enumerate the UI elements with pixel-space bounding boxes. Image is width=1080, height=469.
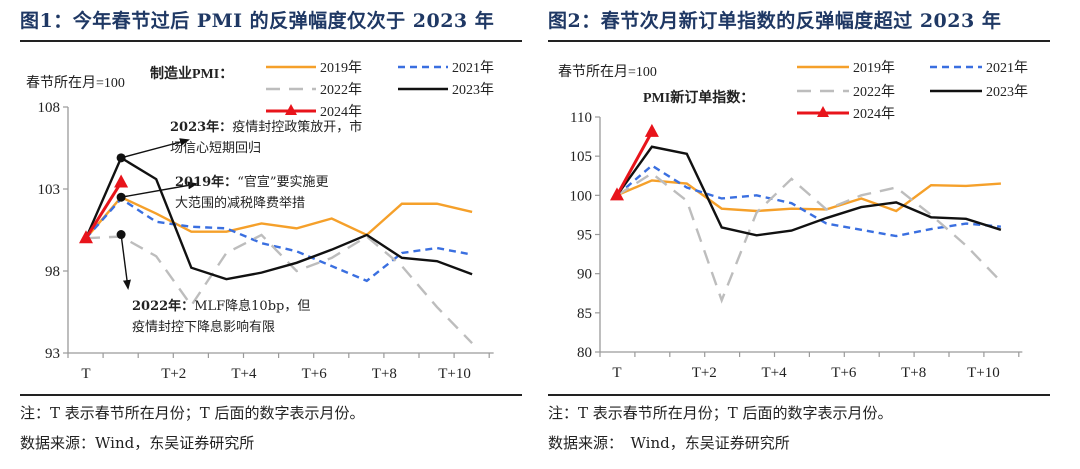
chart-note: 注：T 表示春节所在月份；T 后面的数字表示月份。 — [20, 404, 365, 422]
y-tick-label: 105 — [570, 149, 593, 165]
series-marker-triangle — [114, 174, 129, 188]
series-label: PMI新订单指数： — [643, 89, 754, 106]
x-tick-label: T — [81, 366, 90, 382]
annotation-line1: “官宣”要实施更 — [237, 174, 328, 190]
footer-divider — [548, 394, 1050, 396]
x-tick-label: T+2 — [161, 366, 186, 382]
footer-divider — [20, 394, 522, 396]
y-tick-label: 110 — [570, 110, 592, 126]
series-line-2023 — [84, 156, 473, 281]
y-tick-label: 100 — [570, 188, 593, 204]
x-tick-label: T+8 — [901, 365, 926, 381]
series-marker-triangle — [644, 123, 659, 137]
legend-marker-triangle — [285, 104, 297, 115]
y-tick-label: 98 — [45, 264, 60, 280]
title-divider — [548, 40, 1050, 42]
annotation-text-line2: 场信心短期回归 — [170, 141, 261, 156]
x-tick-label: T+6 — [831, 365, 857, 381]
x-tick-label: T+10 — [967, 365, 1000, 381]
data-source: 数据来源：Wind，东吴证券研究所 — [20, 434, 255, 452]
annotation-text: 2022年：MLF降息10bp，但 — [132, 298, 310, 314]
x-tick-label: T+8 — [372, 366, 397, 382]
title-divider — [20, 40, 522, 42]
legend-label: 2019年 — [320, 60, 362, 76]
series-line-2022 — [85, 233, 473, 344]
pmi-chart: 春节所在月=100 制造业PMI： 93 98 103 108 T T+2 T+4 T+6 T+8 T… — [26, 60, 494, 382]
y-tick-label: 93 — [45, 346, 60, 362]
annotation-arrow — [120, 138, 190, 159]
y-tick-label: 90 — [577, 267, 592, 283]
legend-label: 2021年 — [452, 60, 494, 76]
annotation-text-line2: 疫情封控下降息影响有限 — [132, 319, 275, 335]
series-line-2022 — [616, 171, 1002, 304]
annotation-text-line2: 大范围的减税降费举措 — [175, 195, 305, 211]
x-tick-label: T+10 — [438, 366, 471, 382]
series-line-2019 — [85, 195, 473, 239]
series-label: 制造业PMI： — [150, 65, 233, 82]
x-tick-label: T — [612, 365, 621, 381]
base-note: 春节所在月=100 — [558, 64, 657, 80]
series-line-2023 — [616, 145, 1002, 237]
legend-marker-triangle — [817, 106, 829, 117]
new-orders-chart: 春节所在月=100 PMI新订单指数： 80 85 90 95 100 105 110 T T+2 T… — [558, 60, 1028, 381]
figure-title: 图1：今年春节过后 PMI 的反弹幅度仅次于 2023 年 — [20, 10, 495, 32]
legend-label: 2021年 — [986, 60, 1028, 76]
annotation-year: 2023年： — [170, 119, 232, 135]
data-source: 数据来源： Wind，东吴证券研究所 — [548, 434, 790, 452]
legend-label: 2024年 — [853, 106, 895, 122]
series-line-2024 — [84, 181, 123, 239]
legend-label: 2019年 — [853, 60, 895, 76]
annotation-text: 2023年：疫情封控政策放开，市 — [170, 119, 362, 135]
y-tick-label: 80 — [577, 345, 592, 361]
y-tick-label: 85 — [577, 306, 592, 322]
y-tick-label: 95 — [577, 228, 592, 244]
series-marker-triangle — [79, 230, 93, 244]
figure-1-panel: 图1：今年春节过后 PMI 的反弹幅度仅次于 2023 年 春节所在月=100 制… — [20, 0, 540, 469]
legend-label: 2024年 — [320, 104, 362, 120]
chart-note: 注：T 表示春节所在月份；T 后面的数字表示月份。 — [548, 404, 893, 422]
series-line-2019 — [616, 179, 1001, 213]
y-tick-label: 103 — [38, 182, 61, 198]
legend-label: 2023年 — [986, 84, 1028, 100]
figure-2-panel: 图2：春节次月新订单指数的反弹幅度超过 2023 年 春节所在月=100 PMI新… — [548, 0, 1068, 469]
series-marker-triangle — [610, 187, 624, 201]
annotation-year: 2019年： — [175, 174, 237, 190]
annotation-line1: MLF降息10bp，但 — [194, 298, 310, 314]
series-line-2021 — [85, 197, 473, 283]
series-line-2024 — [615, 131, 654, 197]
legend-label: 2022年 — [853, 84, 895, 100]
base-note: 春节所在月=100 — [26, 75, 125, 91]
annotation-text: 2019年：“官宣”要实施更 — [175, 174, 328, 190]
x-tick-label: T+4 — [231, 366, 257, 382]
x-tick-label: T+4 — [761, 365, 787, 381]
annotation-line1: 疫情封控政策放开，市 — [232, 119, 362, 135]
x-tick-label: T+6 — [302, 366, 328, 382]
figure-title: 图2：春节次月新订单指数的反弹幅度超过 2023 年 — [548, 10, 1002, 32]
legend-label: 2023年 — [452, 82, 494, 98]
annotation-arrow — [120, 234, 131, 290]
annotation-year: 2022年： — [132, 298, 194, 314]
annotation-arrow — [120, 181, 198, 198]
x-tick-label: T+2 — [692, 365, 717, 381]
legend-label: 2022年 — [320, 82, 362, 98]
y-tick-label: 108 — [38, 100, 61, 116]
